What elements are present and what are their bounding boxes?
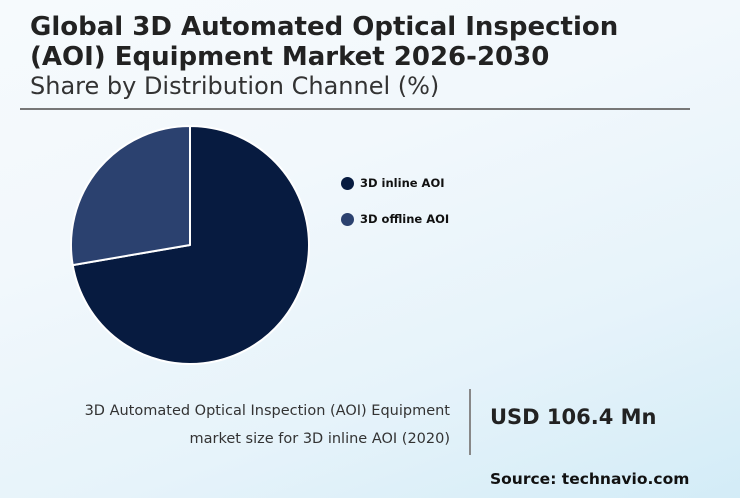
legend-item-inline: 3D inline AOI (341, 174, 449, 192)
legend: 3D inline AOI 3D offline AOI (341, 174, 449, 246)
legend-label: 3D offline AOI (360, 212, 450, 226)
kpi-divider (469, 389, 471, 455)
kpi-value: USD 106.4 Mn (490, 405, 657, 429)
chart-subtitle: Share by Distribution Channel (%) (30, 72, 440, 100)
legend-dot-icon (341, 212, 354, 226)
kpi-label-line1: 3D Automated Optical Inspection (AOI) Eq… (84, 403, 450, 419)
pie-slice-3d-offline-aoi (70, 125, 191, 267)
legend-label: 3D inline AOI (360, 176, 445, 190)
pie-chart (70, 125, 310, 365)
chart-title: Global 3D Automated Optical Inspection (… (30, 12, 619, 72)
pie-slices (70, 125, 310, 365)
kpi-label: 3D Automated Optical Inspection (AOI) Eq… (85, 397, 450, 453)
legend-dot-icon (341, 176, 354, 190)
title-divider (20, 108, 690, 110)
source-credit: Source: technavio.com (490, 470, 690, 488)
legend-item-offline: 3D offline AOI (341, 210, 449, 228)
kpi-label-line2: market size for 3D inline AOI (2020) (189, 431, 450, 447)
